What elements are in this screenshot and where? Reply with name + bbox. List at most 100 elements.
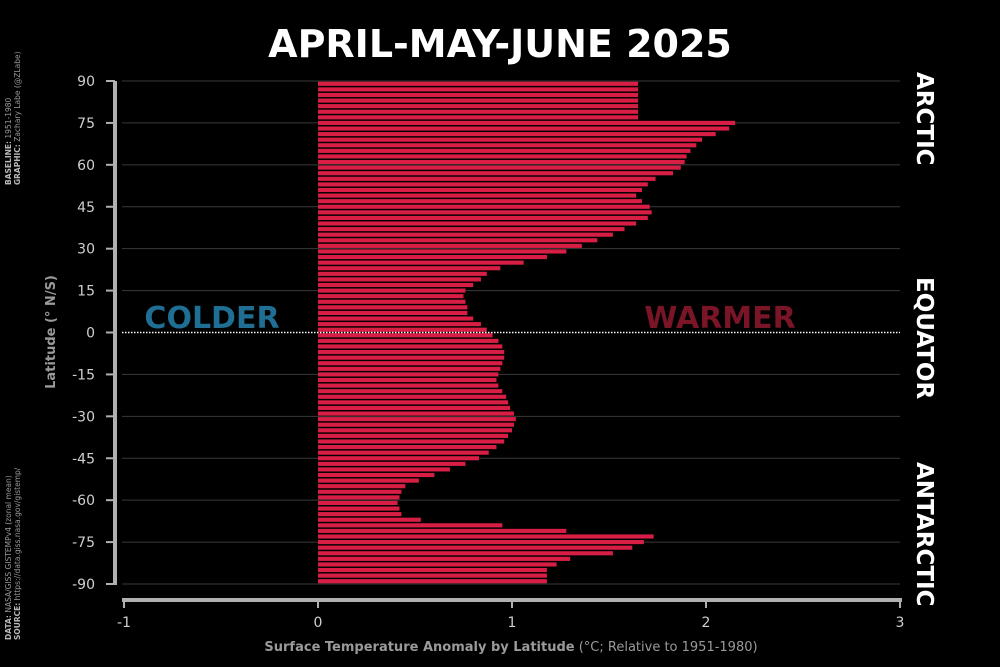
anomaly-bar xyxy=(318,579,547,584)
anomaly-bar xyxy=(318,165,681,170)
anomaly-bar xyxy=(318,87,639,92)
anomaly-bar xyxy=(318,182,648,187)
x-tick-label: 3 xyxy=(896,615,905,631)
anomaly-bar xyxy=(318,495,400,500)
anomaly-bar xyxy=(318,467,450,472)
anomaly-bar xyxy=(318,383,499,388)
anomaly-bar xyxy=(318,81,639,86)
anomaly-bar xyxy=(318,562,557,567)
anomaly-bar xyxy=(318,260,524,265)
y-tick-label: 0 xyxy=(86,326,95,342)
anomaly-bar xyxy=(318,243,582,248)
anomaly-bar xyxy=(318,366,501,371)
anomaly-bar xyxy=(318,204,650,209)
anomaly-bar xyxy=(318,104,639,109)
anomaly-bar xyxy=(318,400,509,405)
data-label: DATA xyxy=(4,618,13,640)
anomaly-bar xyxy=(318,159,685,165)
anomaly-bar xyxy=(318,171,674,176)
anomaly-bar xyxy=(318,394,507,399)
y-tick-label: -75 xyxy=(72,535,95,551)
anomaly-bar xyxy=(318,556,571,561)
y-tick-label: 60 xyxy=(77,158,95,174)
y-axis-label: Latitude (° N/S) xyxy=(44,275,59,389)
equator-label: EQUATOR xyxy=(911,277,937,400)
anomaly-bar xyxy=(318,545,633,550)
anomaly-bar xyxy=(318,299,466,304)
anomaly-bar xyxy=(318,428,512,433)
anomaly-bar xyxy=(318,92,639,98)
anomaly-bar xyxy=(318,199,642,204)
y-tick-label: 15 xyxy=(77,284,95,300)
graphic-value: Zachary Labe (@ZLabe) xyxy=(13,51,22,142)
anomaly-bar xyxy=(318,344,503,349)
y-tick-label: -90 xyxy=(72,577,95,593)
warmer-annotation: WARMER xyxy=(644,301,796,336)
anomaly-bar xyxy=(318,372,499,377)
anomaly-bar xyxy=(318,249,567,254)
anomaly-bar xyxy=(318,534,654,539)
anomaly-bar xyxy=(318,417,516,422)
anomaly-bar xyxy=(318,523,503,528)
y-tick-label: -15 xyxy=(72,367,95,383)
y-tick-label: -45 xyxy=(72,451,95,467)
anomaly-bar xyxy=(318,389,503,394)
anomaly-bar xyxy=(318,433,509,438)
anomaly-bar xyxy=(318,456,480,461)
anomaly-bar xyxy=(318,254,547,260)
anomaly-bar xyxy=(318,143,697,148)
anomaly-bar xyxy=(318,540,644,545)
x-tick-label: -1 xyxy=(117,615,131,631)
anomaly-bar xyxy=(318,221,637,226)
anomaly-bar xyxy=(318,422,514,427)
x-axis-label-main: Surface Temperature Anomaly by Latitude xyxy=(264,640,574,655)
x-tick-label: 0 xyxy=(314,615,323,631)
anomaly-bar xyxy=(318,109,639,114)
anomaly-bar xyxy=(318,411,514,416)
anomaly-bar xyxy=(318,573,547,578)
data-value: NASA/GISS GISTEMPv4 (zonal mean) xyxy=(4,475,13,613)
source-value: https://data.giss.nasa.gov/gistemp/ xyxy=(13,467,22,601)
arctic-label: ARCTIC xyxy=(911,72,937,166)
anomaly-bar xyxy=(318,405,511,411)
anomaly-bar xyxy=(318,282,474,288)
anomaly-bar xyxy=(318,322,481,327)
baseline-label: BASELINE xyxy=(4,143,13,185)
anomaly-bar xyxy=(318,154,687,159)
credit-baseline-graphic: BASELINE: 1951-1980 GRAPHIC: Zachary Lab… xyxy=(4,51,22,186)
anomaly-bar xyxy=(318,528,567,533)
anomaly-bar xyxy=(318,512,402,517)
y-tick-label: 90 xyxy=(77,74,95,90)
anomaly-bar xyxy=(318,305,468,310)
anomaly-bar xyxy=(318,461,466,466)
anomaly-bar xyxy=(318,288,466,293)
anomaly-bar xyxy=(318,349,505,355)
anomaly-bar xyxy=(318,439,505,444)
anomaly-bar xyxy=(318,450,489,455)
source-label: SOURCE xyxy=(13,605,22,640)
anomaly-bar xyxy=(318,193,637,198)
x-tick-label: 1 xyxy=(508,615,517,631)
anomaly-bar xyxy=(318,126,730,131)
axes: 90 75 60 45 30 15 0 -15 -30 -45 -60 -75 -90 -1 0 1 2 3 xyxy=(72,74,904,631)
anomaly-bar xyxy=(318,551,613,556)
anomaly-bar xyxy=(318,294,464,299)
anomaly-bar xyxy=(318,472,435,478)
anomaly-bar xyxy=(318,227,625,232)
credit-data-source: DATA: NASA/GISS GISTEMPv4 (zonal mean) S… xyxy=(4,467,22,640)
anomaly-bar xyxy=(318,500,398,506)
anomaly-bar xyxy=(318,266,501,271)
anomaly-bar xyxy=(318,120,736,125)
anomaly-bar xyxy=(318,567,547,573)
anomaly-bar xyxy=(318,316,474,321)
anomaly-bar xyxy=(318,338,499,343)
y-tick-label: -60 xyxy=(72,493,95,509)
anomaly-bars xyxy=(318,81,736,584)
y-tick-label: -30 xyxy=(72,409,95,425)
anomaly-bar xyxy=(318,215,648,220)
anomaly-bar xyxy=(318,148,691,153)
anomaly-bar xyxy=(318,333,493,338)
anomaly-bar xyxy=(318,238,598,243)
anomaly-bar xyxy=(318,137,703,142)
